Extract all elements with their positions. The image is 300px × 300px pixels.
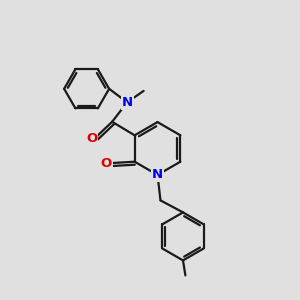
Text: O: O <box>100 157 112 170</box>
Text: N: N <box>122 96 133 109</box>
Text: N: N <box>152 168 163 182</box>
Text: O: O <box>86 132 98 145</box>
